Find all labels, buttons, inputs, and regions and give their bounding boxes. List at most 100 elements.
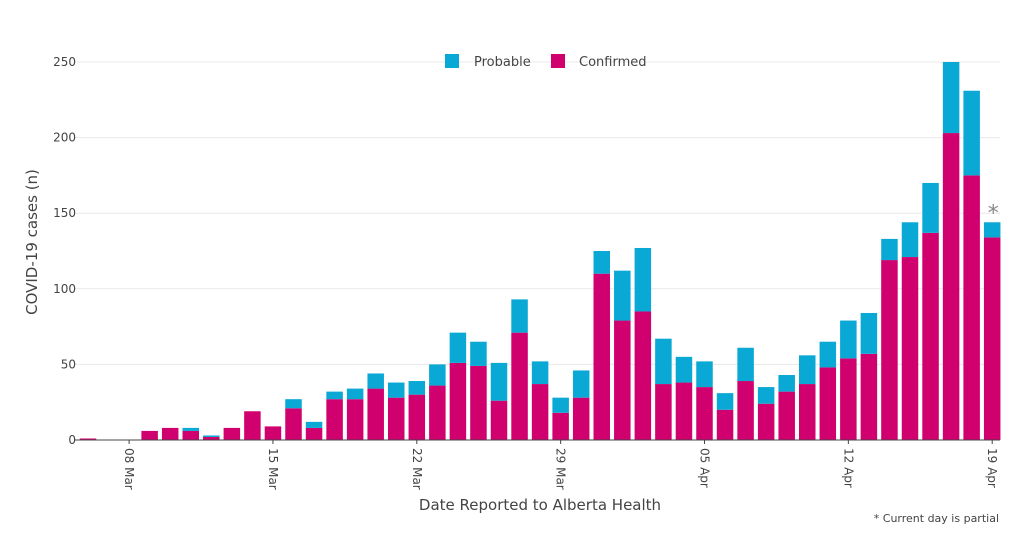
legend[interactable]: Probable Confirmed: [445, 54, 647, 70]
bar-probable[interactable]: [388, 382, 405, 398]
bar-confirmed[interactable]: [511, 332, 528, 440]
bar-probable[interactable]: [285, 399, 302, 409]
bar-confirmed[interactable]: [757, 403, 775, 440]
bar-probable[interactable]: [983, 222, 1001, 238]
bar-probable[interactable]: [963, 90, 980, 176]
bar-probable[interactable]: [408, 381, 426, 395]
bar-probable[interactable]: [881, 238, 898, 261]
y-axis-title: COVID-19 cases (n): [23, 169, 41, 315]
bar-confirmed[interactable]: [737, 381, 754, 440]
bar-probable[interactable]: [593, 251, 611, 274]
y-tick-label: 50: [61, 357, 76, 371]
y-tick-label: 0: [68, 433, 76, 447]
y-tick-label: 200: [53, 131, 76, 145]
bar-probable[interactable]: [614, 270, 631, 321]
bar-confirmed[interactable]: [161, 427, 179, 440]
bar-confirmed[interactable]: [470, 365, 487, 440]
bar-confirmed[interactable]: [141, 430, 158, 440]
bar-confirmed[interactable]: [696, 387, 713, 440]
x-tick-label: 12 Apr: [841, 448, 855, 488]
bar-confirmed[interactable]: [614, 320, 631, 440]
bar-probable[interactable]: [203, 435, 220, 437]
bar-probable[interactable]: [860, 312, 878, 354]
bar-probable[interactable]: [737, 347, 754, 382]
bar-confirmed[interactable]: [244, 411, 261, 440]
bar-confirmed[interactable]: [285, 408, 302, 440]
bar-probable[interactable]: [634, 247, 652, 312]
bar-confirmed[interactable]: [490, 400, 508, 440]
bar-confirmed[interactable]: [531, 384, 549, 440]
x-tick-label: 22 Mar: [410, 448, 424, 490]
bar-confirmed[interactable]: [634, 311, 652, 440]
bar-confirmed[interactable]: [264, 426, 282, 440]
bar-probable[interactable]: [716, 393, 734, 410]
bar-probable[interactable]: [367, 373, 384, 389]
bar-probable[interactable]: [490, 362, 508, 401]
bar-confirmed[interactable]: [388, 397, 405, 440]
bar-probable[interactable]: [778, 374, 795, 392]
bar-probable[interactable]: [305, 421, 323, 428]
bar-confirmed[interactable]: [655, 384, 672, 440]
bar-probable[interactable]: [182, 427, 200, 431]
bar-probable[interactable]: [511, 299, 528, 333]
bar-confirmed[interactable]: [593, 273, 611, 440]
bar-probable[interactable]: [572, 370, 590, 398]
bar-probable[interactable]: [552, 397, 569, 413]
bar-confirmed[interactable]: [182, 430, 200, 440]
bar-confirmed[interactable]: [799, 384, 816, 440]
bar-probable[interactable]: [942, 62, 960, 134]
bar-confirmed[interactable]: [922, 232, 939, 440]
bar-probable[interactable]: [346, 388, 364, 400]
bar-confirmed[interactable]: [819, 367, 837, 440]
bar-confirmed[interactable]: [572, 397, 590, 440]
bar-confirmed[interactable]: [963, 175, 980, 440]
bar-confirmed[interactable]: [223, 427, 241, 440]
bar-confirmed[interactable]: [840, 358, 857, 440]
bar-confirmed[interactable]: [408, 394, 426, 440]
bar-probable[interactable]: [449, 332, 467, 363]
bar-probable[interactable]: [901, 222, 919, 258]
bar-confirmed[interactable]: [716, 409, 734, 440]
bar-probable[interactable]: [922, 182, 939, 233]
bar-confirmed[interactable]: [429, 385, 446, 440]
legend-swatch-probable[interactable]: [445, 54, 459, 68]
bar-confirmed[interactable]: [79, 438, 97, 440]
bar-probable[interactable]: [819, 341, 837, 368]
bar-probable[interactable]: [429, 364, 446, 386]
bar-probable[interactable]: [696, 361, 713, 388]
bar-confirmed[interactable]: [778, 391, 795, 440]
x-tick-labels: 08 Mar 15 Mar 22 Mar 29 Mar 05 Apr 12 Apr 19 A…: [122, 440, 999, 490]
legend-swatch-confirmed[interactable]: [551, 54, 565, 68]
bar-probable[interactable]: [799, 355, 816, 385]
bar-probable[interactable]: [840, 320, 857, 359]
legend-label-confirmed[interactable]: Confirmed: [579, 55, 647, 70]
y-tick-label: 250: [53, 55, 76, 69]
bar-confirmed[interactable]: [367, 388, 384, 440]
bar-confirmed[interactable]: [942, 133, 960, 440]
bar-probable[interactable]: [757, 387, 775, 404]
y-tick-label: 100: [53, 282, 76, 296]
bar-confirmed[interactable]: [901, 257, 919, 440]
y-tick-label: 150: [53, 206, 76, 220]
x-tick-label: 19 Apr: [985, 448, 999, 488]
bar-confirmed[interactable]: [203, 436, 220, 440]
bar-probable[interactable]: [531, 361, 549, 385]
bar-probable[interactable]: [655, 338, 672, 385]
x-tick-label: 29 Mar: [554, 448, 568, 490]
legend-label-probable[interactable]: Probable: [474, 55, 531, 70]
bar-confirmed[interactable]: [326, 399, 343, 440]
x-tick-label: 15 Mar: [266, 448, 280, 490]
x-tick-label: 08 Mar: [122, 448, 136, 490]
bar-confirmed[interactable]: [860, 353, 878, 440]
bar-confirmed[interactable]: [346, 399, 364, 440]
bar-confirmed[interactable]: [983, 237, 1001, 440]
bar-confirmed[interactable]: [675, 382, 693, 440]
bar-probable[interactable]: [326, 391, 343, 400]
bars-layer: [79, 62, 1001, 440]
bar-probable[interactable]: [675, 356, 693, 383]
bar-probable[interactable]: [470, 341, 487, 366]
bar-confirmed[interactable]: [305, 427, 323, 440]
bar-confirmed[interactable]: [881, 260, 898, 440]
bar-confirmed[interactable]: [449, 362, 467, 440]
bar-confirmed[interactable]: [552, 412, 569, 440]
